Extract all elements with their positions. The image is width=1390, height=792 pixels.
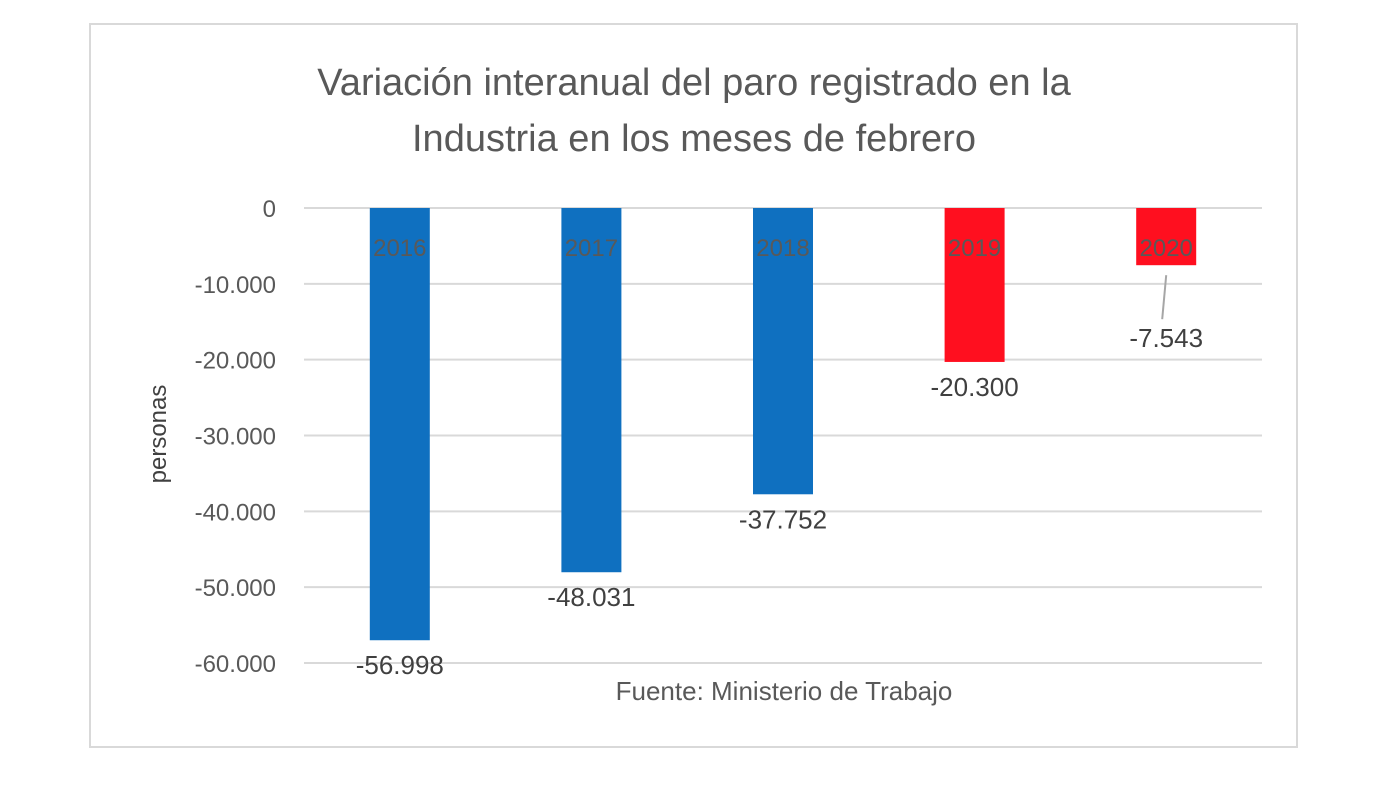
chart-title-line-2: Industria en los meses de febrero	[412, 118, 976, 160]
y-axis-title: personas	[145, 385, 172, 484]
chart-title-line-1: Variación interanual del paro registrado…	[317, 62, 1071, 104]
bar-2018	[753, 208, 813, 495]
y-tick-label: -20.000	[195, 348, 276, 375]
data-label: -20.300	[931, 372, 1019, 402]
category-labels: 2016 2017 2018 2019 2020	[373, 235, 1193, 262]
data-label: -37.752	[739, 504, 827, 534]
data-label: -56.998	[356, 650, 444, 680]
bars	[369, 208, 1197, 641]
data-label: -48.031	[547, 582, 635, 612]
source-note: Fuente: Ministerio de Trabajo	[616, 676, 953, 706]
category-label: 2019	[948, 235, 1001, 262]
bar-2016	[369, 208, 430, 641]
gridlines	[304, 207, 1262, 664]
data-labels: -56.998 -48.031 -37.752 -20.300 -7.543	[356, 275, 1203, 680]
category-label: 2016	[373, 235, 426, 262]
bar-2020	[1136, 208, 1197, 266]
category-label: 2020	[1140, 235, 1193, 262]
y-tick-label: -10.000	[195, 272, 276, 299]
data-label: -7.543	[1129, 323, 1203, 353]
chart-frame	[89, 23, 1298, 748]
y-tick-label: -40.000	[195, 499, 276, 526]
category-label: 2018	[756, 235, 809, 262]
bar-2019	[944, 208, 1005, 362]
category-label: 2017	[565, 235, 618, 262]
y-tick-label: -30.000	[195, 424, 276, 451]
y-tick-label: -50.000	[195, 575, 276, 602]
leader-line	[1161, 275, 1168, 320]
y-tick-label: 0	[263, 196, 276, 223]
bar-2017	[561, 208, 622, 573]
y-tick-label: -60.000	[195, 651, 276, 678]
y-axis-ticks: 0 -10.000 -20.000 -30.000 -40.000 -50.000 -60.…	[195, 196, 276, 678]
